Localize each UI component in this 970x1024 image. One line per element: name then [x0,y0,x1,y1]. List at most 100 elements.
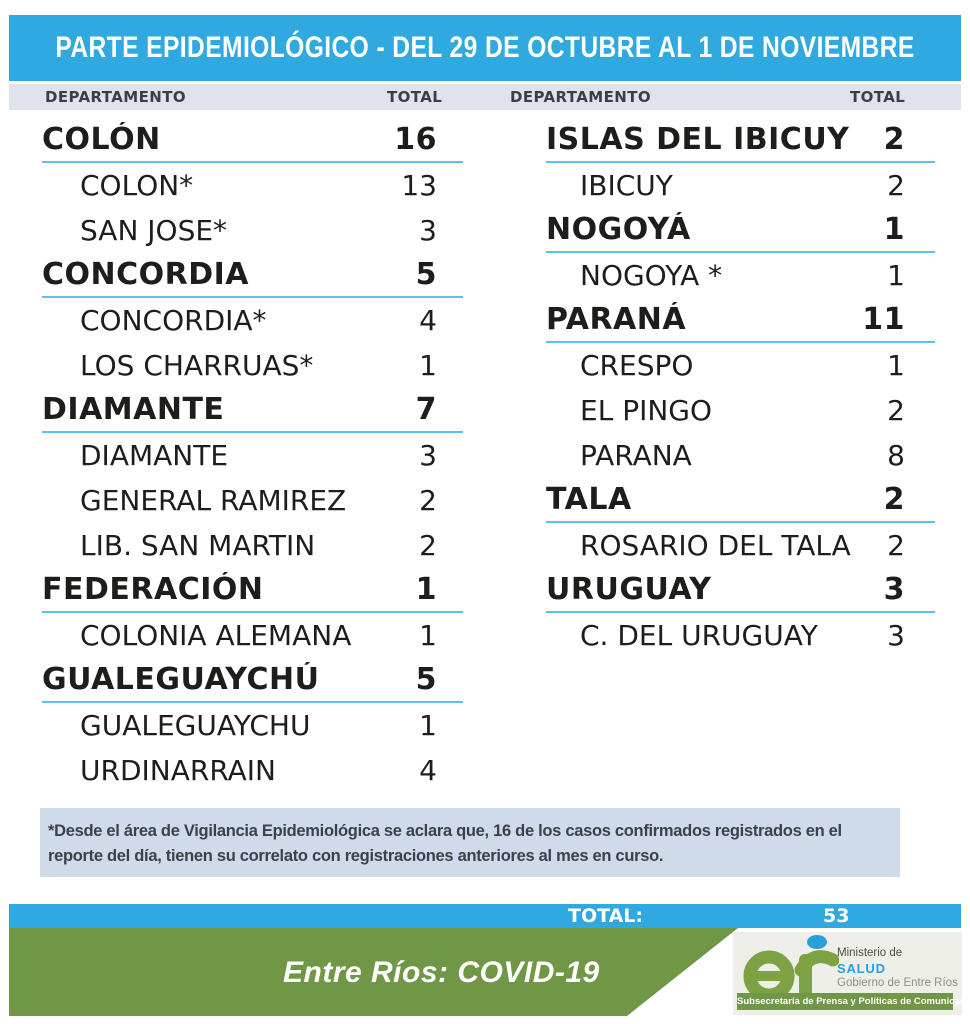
table-row: TALA 2 [546,478,935,523]
locality-total: 3 [887,619,905,652]
locality-total: 3 [419,439,437,472]
department-total: 11 [862,302,905,337]
table-row: SAN JOSE* 3 [42,208,463,253]
table-row: CRESPO 1 [546,343,935,388]
department-name: TALA [546,482,632,517]
department-name: DIAMANTE [42,392,225,427]
table-row: PARANA 8 [546,433,935,478]
table-row: FEDERACIÓN 1 [42,568,463,613]
press-subsecretariat-strip: Subsecretaría de Prensa y Políticas de C… [737,993,970,1010]
locality-name: NOGOYA * [580,259,723,292]
locality-name: GUALEGUAYCHU [80,709,311,742]
table-row: COLON* 13 [42,163,463,208]
locality-name: IBICUY [580,169,673,202]
table-row: CONCORDIA 5 [42,253,463,298]
locality-total: 2 [419,529,437,562]
table-row: GUALEGUAYCHÚ 5 [42,658,463,703]
table-row: DIAMANTE 3 [42,433,463,478]
table-row: LOS CHARRUAS* 1 [42,343,463,388]
department-total: 3 [883,572,905,607]
ministry-logo-box: Ministerio de SALUD Gobierno de Entre Rí… [733,932,970,1015]
locality-name: C. DEL URUGUAY [580,619,818,652]
total-header-left: TOTAL [387,88,443,106]
department-header-right: DEPARTAMENTO [510,88,651,106]
locality-name: PARANA [580,439,692,472]
department-total: 2 [883,122,905,157]
locality-total: 2 [887,394,905,427]
locality-total: 1 [419,349,437,382]
ministry-line-1: Ministerio de [837,947,903,959]
footnote-line-1: *Desde el área de Vigilancia Epidemiológ… [48,822,842,840]
locality-name: COLON* [80,169,194,202]
table-row: C. DEL URUGUAY 3 [546,613,935,658]
table-row: NOGOYA * 1 [546,253,935,298]
ministry-text-block: Ministerio de SALUD Gobierno de Entre Rí… [837,946,958,991]
table-row: URUGUAY 3 [546,568,935,613]
locality-total: 3 [419,214,437,247]
locality-total: 13 [401,169,437,202]
department-name: URUGUAY [546,572,712,607]
table-row: COLÓN 16 [42,118,463,163]
department-name: NOGOYÁ [546,212,691,247]
table-row: IBICUY 2 [546,163,935,208]
department-name: ISLAS DEL IBICUY [546,122,850,157]
locality-name: SAN JOSE* [80,214,228,247]
table-left: COLÓN 16 COLON* 13 SAN JOSE* 3 CONCORDIA 5 C… [42,118,463,793]
locality-name: CRESPO [580,349,694,382]
ministry-salud: SALUD [837,961,886,976]
department-total: 16 [394,122,437,157]
department-total: 5 [415,257,437,292]
locality-name: CONCORDIA* [80,304,267,337]
locality-total: 4 [419,304,437,337]
locality-total: 2 [887,169,905,202]
table-row: EL PINGO 2 [546,388,935,433]
locality-total: 1 [887,349,905,382]
page-title: PARTE EPIDEMIOLÓGICO - DEL 29 DE OCTUBRE… [55,31,915,64]
table-row: ROSARIO DEL TALA 2 [546,523,935,568]
department-name: FEDERACIÓN [42,572,264,607]
department-total: 1 [883,212,905,247]
table-right: ISLAS DEL IBICUY 2 IBICUY 2 NOGOYÁ 1 NOGOYA… [546,118,935,658]
locality-total: 2 [419,484,437,517]
locality-name: LIB. SAN MARTIN [80,529,316,562]
locality-name: GENERAL RAMIREZ [80,484,347,517]
department-total: 2 [883,482,905,517]
locality-name: EL PINGO [580,394,713,427]
locality-total: 1 [419,619,437,652]
table-row: ISLAS DEL IBICUY 2 [546,118,935,163]
title-bar: PARTE EPIDEMIOLÓGICO - DEL 29 DE OCTUBRE… [9,15,961,81]
column-header-bar: DEPARTAMENTO TOTAL DEPARTAMENTO TOTAL [9,84,961,110]
table-row: NOGOYÁ 1 [546,208,935,253]
locality-total: 1 [419,709,437,742]
table-row: CONCORDIA* 4 [42,298,463,343]
department-total: 5 [415,662,437,697]
locality-name: COLONIA ALEMANA [80,619,352,652]
department-name: PARANÁ [546,302,687,337]
table-row: DIAMANTE 7 [42,388,463,433]
department-total: 1 [415,572,437,607]
locality-name: ROSARIO DEL TALA [580,529,851,562]
footnote-line-2: reporte del día, tienen su correlato con… [48,847,664,865]
footer: Entre Ríos: COVID-19 Ministerio de SALUD… [9,928,970,1016]
total-value: 53 [823,905,850,927]
total-bar: TOTAL: 53 [9,904,961,928]
footer-green-band [9,928,738,1016]
footer-slogan: Entre Ríos: COVID-19 [283,956,600,989]
locality-total: 2 [887,529,905,562]
table-row: GUALEGUAYCHU 1 [42,703,463,748]
department-header-left: DEPARTAMENTO [45,88,186,106]
locality-total: 4 [419,754,437,787]
department-name: COLÓN [42,122,161,157]
department-name: CONCORDIA [42,257,250,292]
locality-name: LOS CHARRUAS* [80,349,314,382]
total-label: TOTAL: [568,905,644,927]
total-header-right: TOTAL [850,88,906,106]
table-row: GENERAL RAMIREZ 2 [42,478,463,523]
table-row: LIB. SAN MARTIN 2 [42,523,463,568]
table-row: COLONIA ALEMANA 1 [42,613,463,658]
locality-total: 1 [887,259,905,292]
table-row: PARANÁ 11 [546,298,935,343]
locality-name: URDINARRAIN [80,754,276,787]
department-name: GUALEGUAYCHÚ [42,662,320,697]
